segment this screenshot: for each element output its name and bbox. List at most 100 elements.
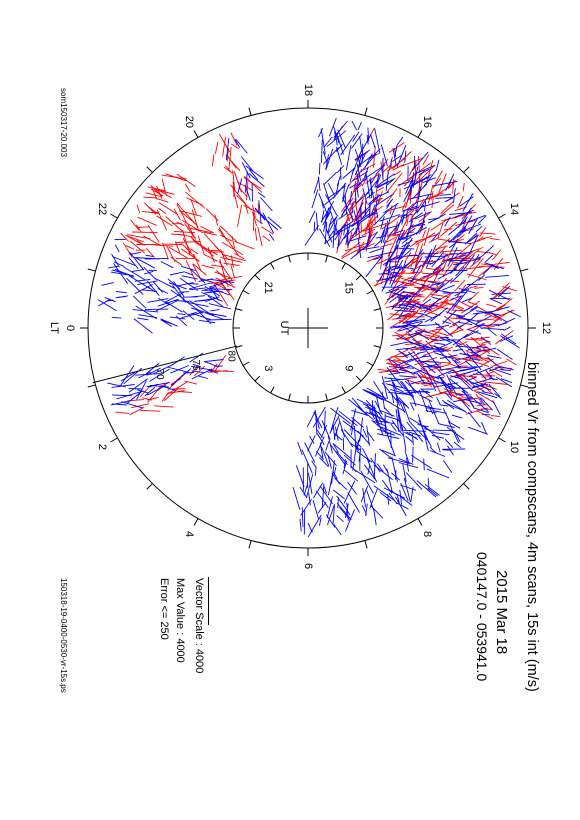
velocity-vector-0 — [176, 203, 187, 223]
velocity-vector-1 — [131, 268, 144, 273]
velocity-vector-1 — [492, 400, 501, 416]
velocity-vector-1 — [432, 429, 455, 432]
velocity-vector-1 — [311, 460, 317, 469]
velocity-vector-1 — [387, 493, 390, 505]
velocity-vector-1 — [336, 503, 352, 520]
velocity-vector-0 — [243, 175, 263, 193]
velocity-vector-0 — [410, 260, 437, 263]
latitude-axis-line — [92, 345, 238, 384]
velocity-vector-0 — [130, 219, 140, 231]
velocity-vector-1 — [379, 191, 390, 197]
velocity-vector-0 — [486, 370, 495, 375]
latitude-label: 70 — [154, 369, 165, 381]
velocity-vector-1 — [507, 309, 521, 318]
velocity-vector-1 — [320, 200, 335, 223]
velocity-vector-1 — [442, 254, 467, 262]
velocity-vector-1 — [448, 241, 458, 249]
velocity-vector-0 — [393, 170, 402, 176]
velocity-vector-1 — [366, 233, 370, 247]
velocity-vector-1 — [435, 267, 444, 276]
velocity-vector-1 — [160, 318, 178, 327]
velocity-vector-0 — [469, 336, 490, 340]
outer-tick — [146, 166, 153, 173]
velocity-vector-1 — [481, 421, 487, 434]
velocity-vector-1 — [399, 375, 418, 378]
velocity-vector-1 — [347, 224, 361, 246]
velocity-vector-0 — [489, 237, 500, 241]
velocity-vector-1 — [381, 391, 385, 410]
velocity-vector-1 — [385, 263, 399, 272]
velocity-vector-1 — [126, 390, 143, 405]
velocity-vector-1 — [307, 522, 313, 533]
velocity-vector-1 — [373, 511, 377, 526]
velocity-vector-1 — [464, 232, 478, 245]
velocity-vector-1 — [367, 212, 378, 218]
velocity-vector-0 — [191, 209, 200, 232]
velocity-vector-1 — [420, 283, 436, 290]
velocity-vector-1 — [121, 401, 144, 409]
velocity-vector-1 — [260, 197, 273, 212]
velocity-vector-0 — [143, 235, 161, 247]
velocity-vector-1 — [392, 154, 403, 162]
velocity-vector-1 — [327, 214, 339, 235]
velocity-vector-1 — [115, 295, 129, 299]
velocity-vector-0 — [187, 227, 212, 234]
velocity-vector-0 — [223, 166, 234, 174]
inner-tick — [242, 361, 250, 366]
velocity-vector-1 — [309, 435, 315, 444]
velocity-vector-1 — [470, 395, 489, 413]
velocity-vector-1 — [451, 359, 460, 364]
outer-dial-label: 20 — [183, 116, 195, 128]
velocity-vector-1 — [462, 216, 468, 224]
velocity-vector-1 — [381, 375, 389, 399]
velocity-vector-1 — [312, 500, 320, 520]
velocity-vector-1 — [184, 271, 194, 276]
velocity-vector-1 — [496, 365, 514, 371]
velocity-vector-0 — [473, 385, 490, 392]
velocity-vector-0 — [476, 250, 491, 254]
velocity-vector-1 — [344, 194, 348, 215]
velocity-vector-1 — [352, 131, 360, 142]
velocity-vector-0 — [336, 231, 343, 254]
velocity-vector-1 — [319, 457, 329, 468]
outer-dial-label: 4 — [183, 531, 195, 537]
velocity-vector-1 — [380, 240, 386, 260]
velocity-vector-1 — [398, 293, 409, 302]
velocity-vector-1 — [373, 485, 395, 501]
velocity-vector-0 — [434, 170, 443, 185]
velocity-vector-1 — [423, 270, 437, 278]
velocity-vector-0 — [181, 242, 200, 262]
velocity-vector-0 — [347, 171, 361, 187]
velocity-vector-1 — [446, 295, 462, 314]
velocity-vector-1 — [313, 177, 320, 194]
velocity-vector-1 — [320, 139, 323, 163]
velocity-vector-1 — [352, 445, 357, 471]
velocity-vector-0 — [147, 186, 166, 192]
velocity-vector-1 — [434, 352, 455, 360]
velocity-vector-0 — [441, 251, 452, 273]
velocity-vector-0 — [418, 211, 432, 223]
velocity-vector-1 — [415, 176, 430, 183]
velocity-vector-1 — [399, 495, 413, 506]
velocity-vector-1 — [299, 486, 308, 499]
velocity-vector-1 — [325, 228, 333, 243]
velocity-vector-1 — [382, 227, 389, 243]
velocity-vector-1 — [425, 244, 437, 269]
velocity-vector-0 — [386, 188, 398, 204]
outer-tick — [498, 213, 506, 219]
velocity-vector-1 — [369, 247, 383, 254]
velocity-vector-0 — [158, 202, 178, 215]
velocity-vector-1 — [459, 353, 470, 356]
velocity-vector-0 — [423, 227, 430, 247]
velocity-vector-1 — [315, 212, 319, 231]
velocity-vector-1 — [407, 380, 416, 394]
velocity-vector-0 — [377, 191, 384, 203]
velocity-vector-1 — [447, 241, 471, 244]
inner-tick — [242, 290, 250, 295]
velocity-vector-1 — [323, 410, 326, 431]
velocity-vector-1 — [235, 139, 248, 154]
velocity-vector-1 — [164, 292, 184, 303]
velocity-vector-1 — [480, 336, 492, 346]
velocity-vector-1 — [480, 372, 487, 380]
